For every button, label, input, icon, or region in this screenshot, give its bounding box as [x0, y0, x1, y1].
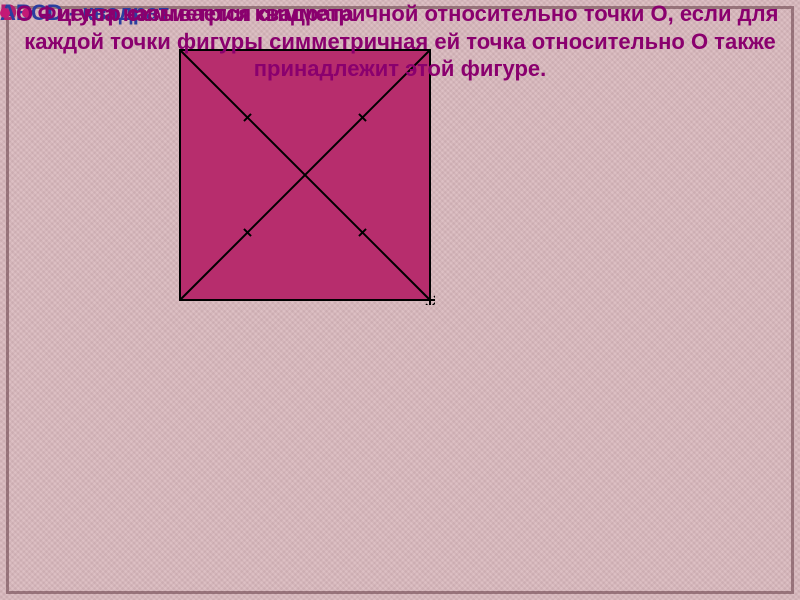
square-diagram — [175, 45, 435, 305]
footer-text: О – центр симметрии квадрата — [0, 0, 354, 28]
footer-text-content: О – центр симметрии квадрата — [16, 1, 354, 26]
slide: В С А D О АВСD - квадрат Фигура называет… — [0, 0, 800, 600]
bullet-icon — [0, 8, 10, 18]
